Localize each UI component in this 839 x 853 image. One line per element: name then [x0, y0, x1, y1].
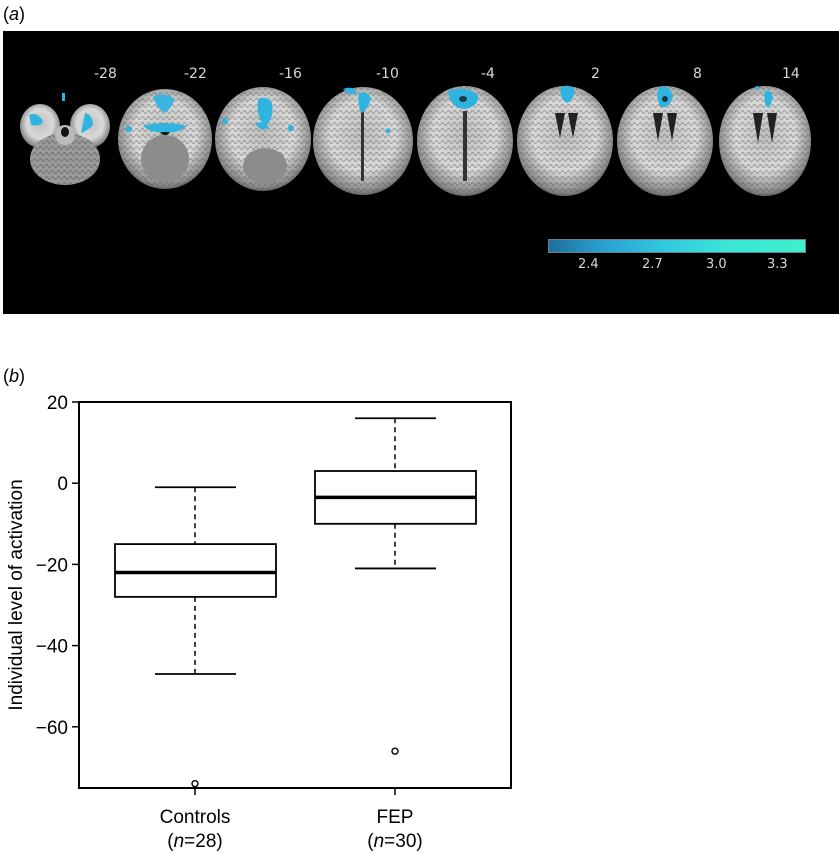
- brain-slice-minus22: [118, 89, 212, 189]
- paren-open: (: [3, 4, 9, 24]
- outlier-point: [191, 779, 199, 788]
- y-tick-label: −20: [36, 555, 68, 576]
- brain-slice-minus10: [313, 87, 413, 195]
- colorbar-tick: 2.4: [578, 257, 599, 272]
- brain-slice-8: [617, 86, 713, 196]
- x-tick-label: FEP: [377, 807, 414, 828]
- y-tick-label: −60: [36, 718, 68, 739]
- colorbar-tick: 3.0: [706, 257, 727, 272]
- brain-slices-panel: -28 -22 -16 -10 -4 2 8 14 2.4 2.7 3.0 3.…: [3, 31, 839, 314]
- brain-slice-minus28: [20, 93, 110, 185]
- plot-frame: [78, 401, 512, 789]
- x-tick-label: Controls: [160, 807, 231, 828]
- box-fep: [314, 417, 477, 755]
- brain-slice-minus4: [417, 86, 513, 196]
- slice-label: 14: [782, 66, 800, 82]
- panel-a-label: (a): [3, 4, 25, 25]
- slice-label: -28: [94, 66, 117, 82]
- colorbar-tick: 3.3: [767, 257, 788, 272]
- boxes: [114, 417, 477, 788]
- outlier-point: [391, 747, 399, 755]
- colorbar-tick: 2.7: [642, 257, 663, 272]
- box-controls: [114, 486, 277, 788]
- y-axis-label: Individual level of activation: [6, 479, 27, 710]
- paren-close: ): [19, 366, 26, 386]
- slice-label: -10: [376, 66, 399, 82]
- brain-slice-2: [517, 85, 613, 196]
- colorbar: [548, 239, 806, 253]
- slice-label: 2: [591, 66, 600, 82]
- x-tick-sublabel: (n=28): [167, 831, 222, 852]
- panel-b-label: (b): [3, 366, 25, 387]
- y-tick-label: 0: [57, 474, 68, 495]
- y-axis: 20 0 −20 −40 −60: [36, 393, 79, 739]
- paren-close: ): [19, 4, 26, 24]
- x-axis: Controls (n=28) FEP (n=30): [160, 788, 423, 852]
- brain-slices-image: [20, 85, 811, 196]
- slice-label: -4: [481, 66, 495, 82]
- x-tick-sublabel: (n=30): [367, 831, 422, 852]
- y-tick-label: 20: [47, 393, 68, 414]
- panel-letter: b: [9, 366, 20, 386]
- y-tick-label: −40: [36, 637, 68, 658]
- panel-letter: a: [9, 4, 20, 24]
- slice-label: 8: [693, 66, 702, 82]
- paren-open: (: [3, 366, 9, 386]
- brain-slice-minus16: [215, 87, 311, 191]
- slice-label: -16: [279, 66, 302, 82]
- brain-slice-14: [719, 86, 811, 196]
- slice-label: -22: [184, 66, 207, 82]
- boxplot-chart: 20 0 −20 −40 −60 Controls (n=28) FEP (n=30) Ind…: [6, 393, 512, 852]
